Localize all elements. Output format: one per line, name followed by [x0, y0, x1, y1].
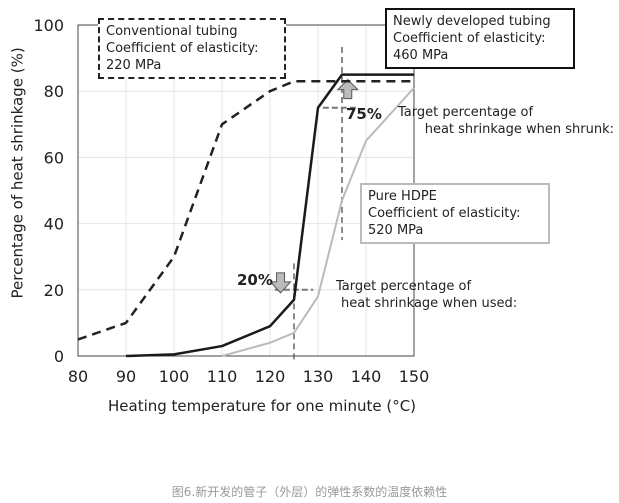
note-line: heat shrinkage when shrunk:: [424, 122, 614, 137]
note-line: heat shrinkage when used:: [341, 296, 518, 311]
conventional-tubing-line: [77, 80, 414, 341]
note-line: Target percentage of: [398, 105, 534, 120]
label-line: Pure HDPE: [368, 189, 437, 204]
y-tick-label: 80: [44, 82, 64, 101]
x-tick-label: 140: [351, 367, 382, 386]
pure-hdpe-label: Pure HDPE Coefficient of elasticity: 520…: [360, 183, 550, 244]
label-line: Newly developed tubing: [393, 14, 551, 29]
x-tick-label: 130: [303, 367, 334, 386]
y-axis-label: Percentage of heat shrinkage (%): [8, 47, 27, 299]
target-shrunk-note: Target percentage of heat shrinkage when…: [376, 104, 614, 138]
y-tick-label: 60: [44, 148, 64, 167]
label-line: Coefficient of elasticity:: [106, 41, 259, 56]
newly-developed-tubing-label: Newly developed tubing Coefficient of el…: [385, 8, 575, 69]
x-tick-label: 110: [207, 367, 238, 386]
conventional-tubing-label: Conventional tubing Coefficient of elast…: [98, 18, 286, 79]
target-shrunk-value: 75%: [346, 105, 382, 123]
label-line: Conventional tubing: [106, 24, 238, 39]
x-tick-label: 80: [68, 367, 88, 386]
y-tick-label: 20: [44, 281, 64, 300]
label-line: Coefficient of elasticity:: [368, 206, 521, 221]
x-tick-label: 150: [399, 367, 430, 386]
target-used-value: 20%: [237, 271, 273, 289]
pure-hdpe-line: [221, 87, 415, 357]
label-line: 460 MPa: [393, 48, 449, 63]
target-used-note: Target percentage of heat shrinkage when…: [336, 278, 517, 312]
x-tick-label: 120: [255, 367, 286, 386]
x-tick-label: 100: [159, 367, 190, 386]
figure-caption: 图6.新开发的管子（外层）的弹性系数的温度依赖性: [171, 485, 448, 499]
y-tick-label: 40: [44, 215, 64, 234]
label-line: Coefficient of elasticity:: [393, 31, 546, 46]
label-line: 220 MPa: [106, 58, 162, 73]
y-tick-label: 0: [54, 347, 64, 366]
x-tick-label: 90: [116, 367, 136, 386]
newly-developed-tubing-line: [125, 73, 414, 358]
up-arrow-icon: [336, 78, 359, 100]
x-axis-label: Heating temperature for one minute (°C): [108, 397, 417, 415]
note-line: Target percentage of: [336, 279, 472, 294]
down-arrow-icon: [269, 272, 292, 294]
y-tick-label: 100: [33, 16, 64, 35]
label-line: 520 MPa: [368, 223, 424, 238]
